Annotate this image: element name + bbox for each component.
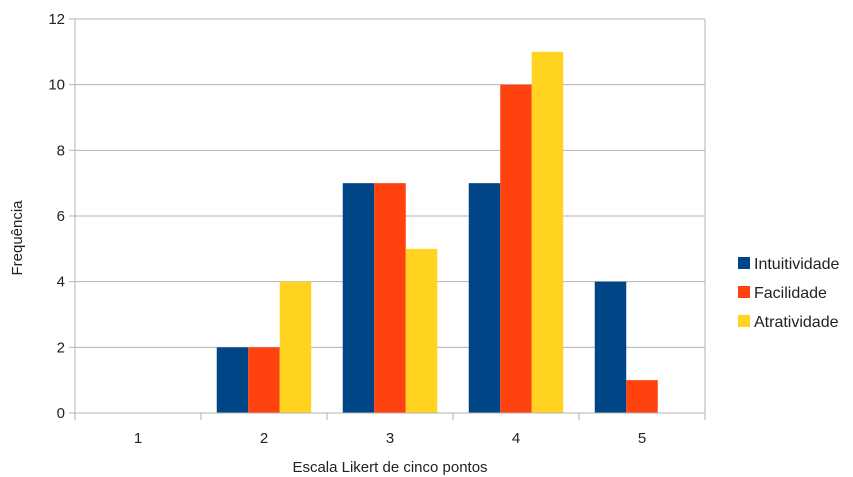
y-tick-label: 10 bbox=[48, 77, 65, 94]
legend-label: Intuitividade bbox=[754, 256, 839, 273]
bar-facilidade-2 bbox=[248, 347, 280, 413]
bar-facilidade-3 bbox=[374, 183, 406, 413]
bar-intuitividade-2 bbox=[216, 347, 249, 413]
bar-intuitividade-3 bbox=[342, 183, 375, 413]
bar-atratividade-3 bbox=[405, 248, 438, 413]
x-tick-label: 2 bbox=[260, 430, 268, 447]
bars bbox=[216, 51, 658, 414]
legend-swatch bbox=[738, 315, 750, 327]
legend-swatch bbox=[738, 257, 750, 269]
bar-intuitividade-4 bbox=[468, 183, 501, 413]
y-tick-label: 8 bbox=[57, 142, 65, 159]
x-axis-title: Escala Likert de cinco pontos bbox=[292, 459, 487, 476]
x-tick-label: 5 bbox=[638, 430, 646, 447]
y-tick-label: 6 bbox=[57, 208, 65, 225]
y-tick-label: 12 bbox=[48, 11, 65, 28]
legend-swatch bbox=[738, 286, 750, 298]
y-axis-title: Frequência bbox=[9, 200, 26, 276]
legend-label: Atratividade bbox=[754, 314, 839, 331]
bar-atratividade-4 bbox=[531, 51, 564, 413]
bar-intuitividade-5 bbox=[594, 281, 627, 413]
bar-facilidade-4 bbox=[500, 84, 532, 414]
y-tick-label: 4 bbox=[57, 274, 65, 291]
y-tick-label: 0 bbox=[57, 405, 65, 422]
bar-facilidade-5 bbox=[626, 380, 658, 413]
legend-label: Facilidade bbox=[754, 285, 827, 302]
x-tick-label: 3 bbox=[386, 430, 394, 447]
bar-atratividade-2 bbox=[279, 281, 312, 413]
legend: Intuitividade Facilidade Atratividade bbox=[738, 256, 839, 331]
x-tick-label: 1 bbox=[134, 430, 142, 447]
y-tick-label: 2 bbox=[57, 339, 65, 356]
x-tick-label: 4 bbox=[512, 430, 520, 447]
